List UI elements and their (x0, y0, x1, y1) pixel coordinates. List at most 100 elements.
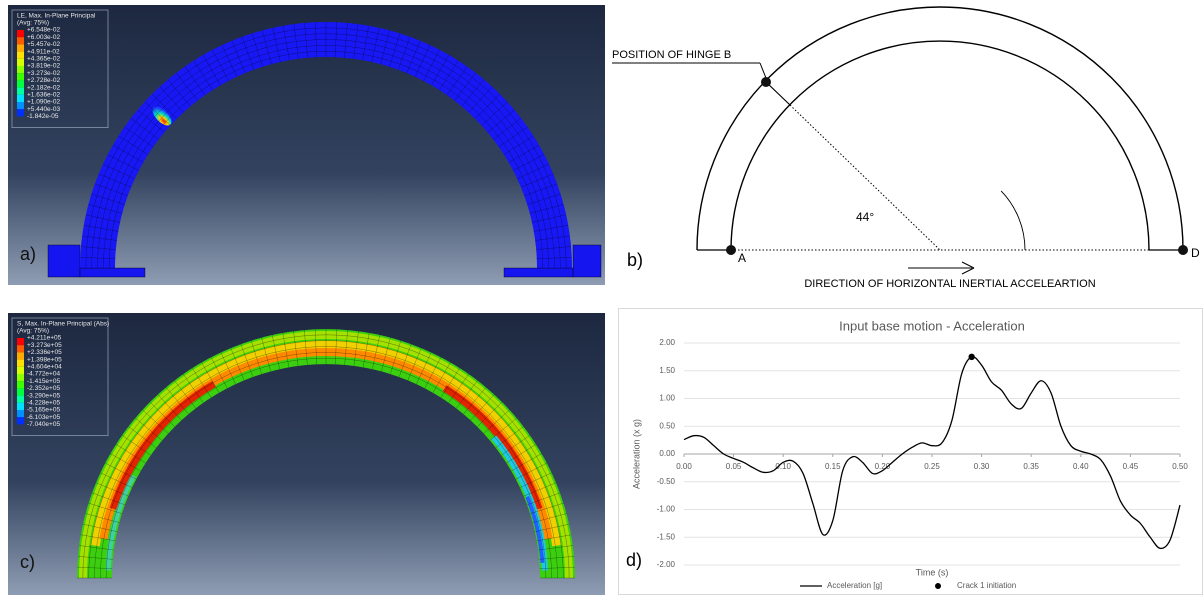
legend-swatch (17, 109, 24, 116)
panel-b: POSITION OF HINGE B 44° A D DIRECTION OF HOR… (612, 7, 1200, 290)
x-tick-label: 0.00 (676, 462, 692, 471)
legend-entry: +1.398e+05 (27, 356, 62, 363)
point-label: A (738, 251, 746, 265)
x-axis-label: Time (s) (916, 567, 949, 577)
legend-title: LE, Max. In-Plane Principal (17, 13, 96, 20)
hinge-point (761, 77, 771, 87)
legend-swatch (17, 388, 24, 395)
diagram-line (962, 268, 974, 274)
x-tick-label: 0.35 (1023, 462, 1039, 471)
legend-entry: +3.273e+05 (27, 342, 62, 349)
y-tick-label: -0.50 (657, 477, 676, 486)
x-tick-label: 0.05 (726, 462, 742, 471)
legend-entry: +5.440e-03 (27, 106, 60, 113)
support (573, 245, 601, 277)
legend-swatch (17, 338, 24, 345)
legend-entry: +5.457e-02 (27, 41, 60, 48)
y-tick-label: -2.00 (657, 560, 676, 569)
legend-swatch (17, 88, 24, 95)
legend-entry: +6.003e-02 (27, 34, 60, 41)
angle-label: 44° (856, 210, 874, 224)
diagram-line (790, 105, 940, 250)
legend-swatch (17, 374, 24, 381)
legend-label: Crack 1 initiation (957, 581, 1016, 590)
legend-entry: -6.103e+05 (27, 414, 60, 421)
legend-entry: -2.352e+05 (27, 385, 60, 392)
legend-swatch (17, 30, 24, 37)
x-tick-label: 0.45 (1123, 462, 1139, 471)
panel-label: c) (20, 552, 35, 572)
legend-swatch (17, 102, 24, 109)
legend-entry: +3.273e-02 (27, 70, 60, 77)
legend-swatch (17, 417, 24, 424)
support (48, 245, 80, 277)
legend-swatch (17, 403, 24, 410)
legend-entry: -1.415e+05 (27, 378, 60, 385)
legend-entry: +1.090e-02 (27, 99, 60, 106)
x-tick-label: 0.30 (974, 462, 990, 471)
angle-arc (1001, 191, 1025, 250)
legend-swatch (17, 95, 24, 102)
diagram-line (760, 63, 766, 78)
legend-swatch (17, 381, 24, 388)
legend-entry: +4.911e-02 (27, 48, 60, 55)
figure: LE, Max. In-Plane Principal(Avg: 75%)+6.… (0, 0, 1203, 595)
legend-entry: +4.604e+04 (27, 364, 62, 371)
y-tick-label: -1.00 (657, 505, 676, 514)
legend-swatch (17, 37, 24, 44)
legend-entry: -5.165e+05 (27, 407, 60, 414)
legend-entry: +3.819e-02 (27, 63, 60, 70)
legend-swatch (17, 410, 24, 417)
diagram-line (962, 262, 974, 268)
hinge-point (1178, 245, 1188, 255)
legend-entry: +4.365e-02 (27, 56, 60, 63)
panel-label: a) (20, 244, 36, 264)
y-tick-label: 0.00 (659, 449, 675, 458)
direction-label: DIRECTION OF HORIZONTAL INERTIAL ACCELEA… (804, 278, 1095, 290)
legend-entry: +2.728e-02 (27, 77, 60, 84)
panel-label: d) (626, 550, 642, 570)
legend-entry: +2.336e+05 (27, 349, 62, 356)
y-tick-label: 0.50 (659, 421, 675, 430)
arch-inner (731, 41, 1149, 250)
hinge-point (726, 245, 736, 255)
legend-entry: -4.772e+04 (27, 371, 60, 378)
panel-label: b) (627, 250, 643, 270)
hinge-label: POSITION OF HINGE B (612, 49, 731, 61)
support (504, 268, 573, 277)
legend-entry: +2.182e-02 (27, 84, 60, 91)
x-tick-label: 0.25 (924, 462, 940, 471)
panel-d-frame (619, 309, 1203, 595)
legend-swatch (17, 396, 24, 403)
legend-swatch (17, 80, 24, 87)
y-axis-label: Acceleration (x g) (631, 419, 641, 489)
legend-swatch (17, 73, 24, 80)
x-tick-label: 0.15 (825, 462, 841, 471)
point-label: D (1191, 246, 1200, 260)
legend-swatch (17, 59, 24, 66)
legend-entry: -3.290e+05 (27, 392, 60, 399)
legend-swatch (17, 367, 24, 374)
legend-swatch (17, 345, 24, 352)
x-tick-label: 0.40 (1073, 462, 1089, 471)
legend-swatch (17, 44, 24, 51)
legend-marker (935, 583, 941, 589)
y-tick-label: -1.50 (657, 532, 676, 541)
legend-entry: -4.228e+05 (27, 400, 60, 407)
legend-entry: -1.842e-05 (27, 113, 59, 120)
x-tick-label: 0.50 (1172, 462, 1188, 471)
legend-label: Acceleration [g] (827, 581, 882, 590)
crack-marker (968, 354, 974, 360)
legend-title: S, Max. In-Plane Principal (Abs) (17, 321, 109, 328)
page: LE, Max. In-Plane Principal(Avg: 75%)+6.… (0, 0, 1203, 595)
legend-entry: +6.548e-02 (27, 27, 60, 34)
legend-swatch (17, 360, 24, 367)
support (80, 268, 145, 277)
legend-entry: +4.211e+05 (27, 335, 62, 342)
legend-swatch (17, 52, 24, 59)
legend-entry: -7.040e+05 (27, 421, 60, 428)
chart-title: Input base motion - Acceleration (839, 318, 1025, 333)
y-tick-label: 1.00 (659, 394, 675, 403)
legend-subtitle: (Avg: 75%) (17, 20, 49, 27)
y-tick-label: 1.50 (659, 366, 675, 375)
